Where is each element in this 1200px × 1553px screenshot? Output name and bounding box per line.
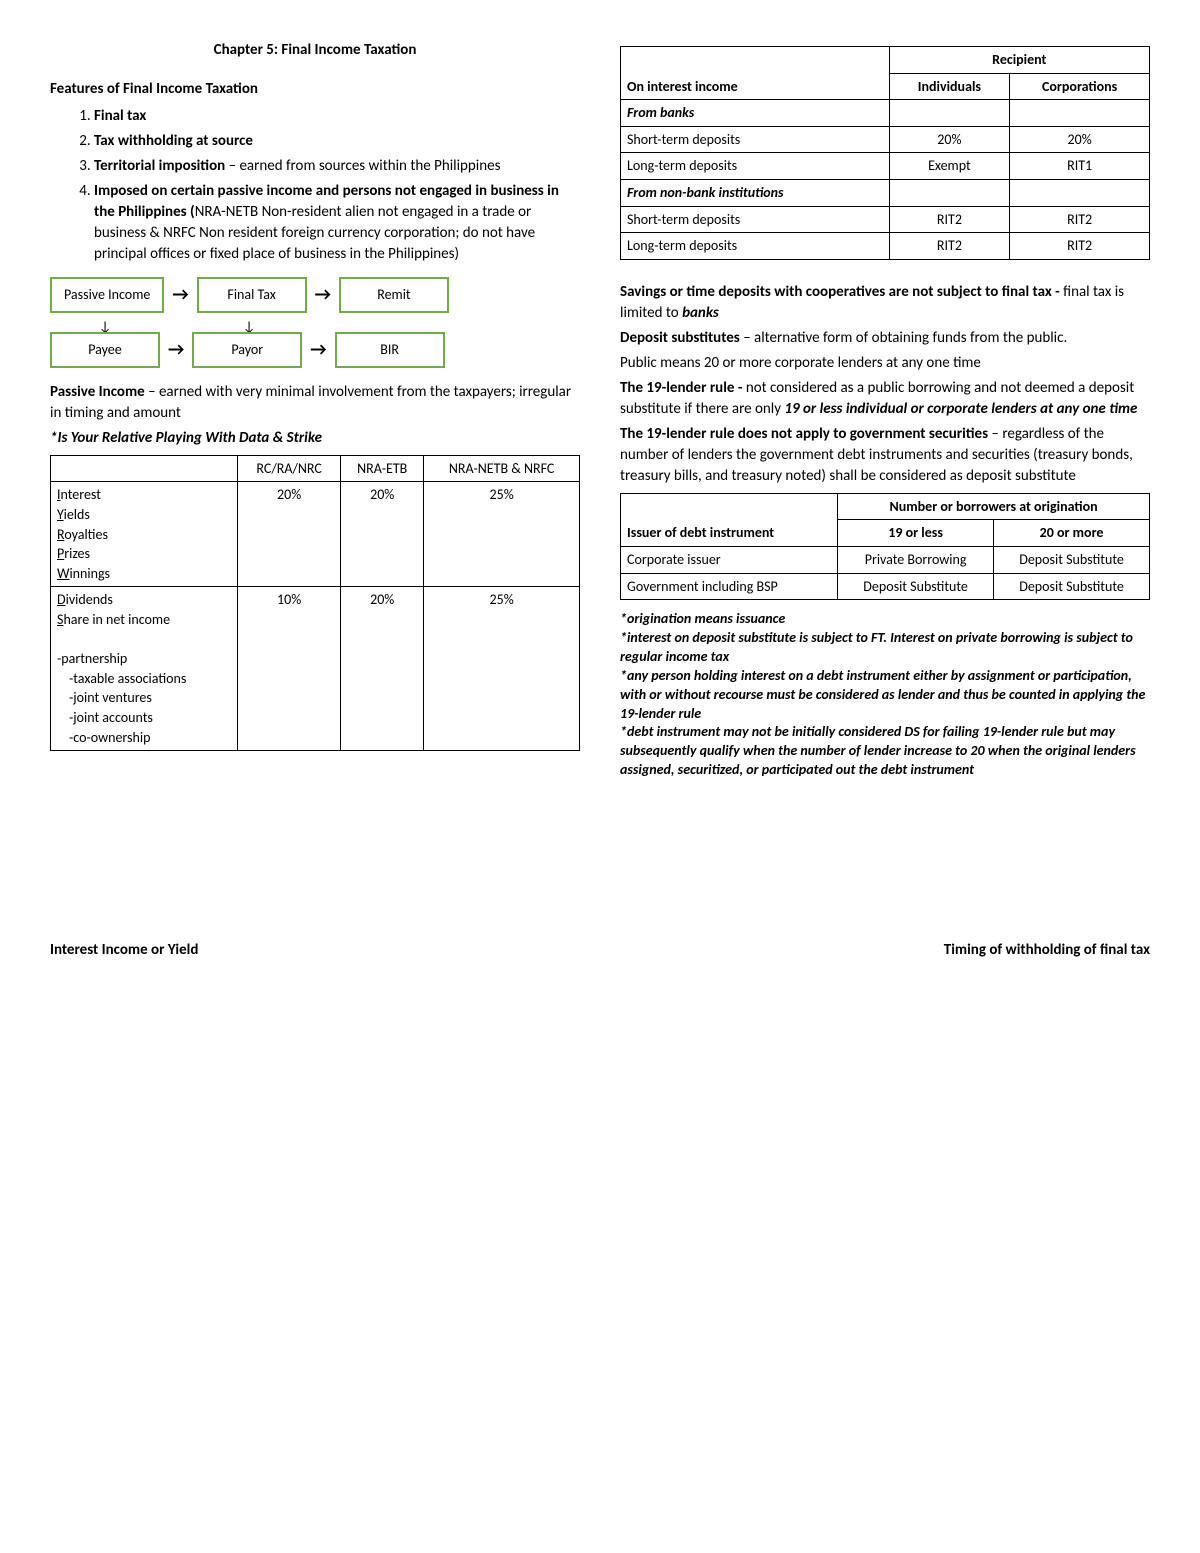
features-list: Final tax Tax withholding at source Terr… [50, 106, 580, 265]
note-19lender-govt: The 19-lender rule does not apply to gov… [620, 424, 1150, 487]
feature-item: Imposed on certain passive income and pe… [94, 181, 580, 265]
feature-item: Tax withholding at source [94, 131, 580, 152]
passive-income-def: Passive Income – earned with very minima… [50, 382, 580, 424]
table-row: Interest Yields Royalties Prizes Winning… [51, 482, 580, 587]
flow-box: BIR [335, 332, 445, 368]
table-row: Long-term depositsExemptRIT1 [621, 153, 1150, 180]
table-row: Government including BSPDeposit Substitu… [621, 573, 1150, 600]
footnote-item: *any person holding interest on a debt i… [620, 667, 1150, 724]
mnemonic: *Is Your Relative Playing With Data & St… [50, 428, 580, 449]
table-row: RC/RA/NRC NRA-ETB NRA-NETB & NRFC [51, 455, 580, 482]
note-public: Public means 20 or more corporate lender… [620, 353, 1150, 374]
chapter-title: Chapter 5: Final Income Taxation [50, 40, 580, 61]
rates-table: RC/RA/NRC NRA-ETB NRA-NETB & NRFC Intere… [50, 455, 580, 751]
table-row: From banks [621, 100, 1150, 127]
flow-box: Payee [50, 332, 160, 368]
footnote-item: *origination means issuance [620, 610, 1150, 629]
arrow-right-icon: → [172, 282, 188, 307]
table-row: Corporate issuerPrivate BorrowingDeposit… [621, 546, 1150, 573]
footnote-item: *debt instrument may not be initially co… [620, 723, 1150, 780]
footnote-item: *interest on deposit substitute is subje… [620, 629, 1150, 667]
flow-box: Passive Income [50, 277, 164, 313]
right-column: On interest income Recipient Individuals… [620, 40, 1150, 780]
table-row: On interest income Recipient [621, 47, 1150, 74]
note-deposit-sub: Deposit substitutes – alternative form o… [620, 328, 1150, 349]
note-savings: Savings or time deposits with cooperativ… [620, 282, 1150, 324]
features-heading: Features of Final Income Taxation [50, 79, 580, 100]
flow-box: Remit [339, 277, 449, 313]
table-row: Issuer of debt instrument Number or borr… [621, 493, 1150, 520]
footer: Interest Income or Yield Timing of withh… [50, 940, 1150, 961]
left-column: Chapter 5: Final Income Taxation Feature… [50, 40, 580, 780]
table-row: Dividends Share in net income -partnersh… [51, 587, 580, 751]
interest-income-table: On interest income Recipient Individuals… [620, 46, 1150, 260]
feature-item: Territorial imposition – earned from sou… [94, 156, 580, 177]
footer-left: Interest Income or Yield [50, 940, 198, 961]
feature-item: Final tax [94, 106, 580, 127]
arrow-right-icon: → [310, 337, 326, 362]
flowchart: Passive Income → Final Tax → Remit ↓ ↓ P… [50, 277, 580, 368]
footer-right: Timing of withholding of final tax [944, 940, 1150, 961]
table-row: Short-term deposits20%20% [621, 126, 1150, 153]
cell-label: Interest Yields Royalties Prizes Winning… [51, 482, 238, 587]
arrow-right-icon: → [168, 337, 184, 362]
flow-box: Final Tax [197, 277, 307, 313]
cell-label: Dividends Share in net income -partnersh… [51, 587, 238, 751]
table-row: From non-bank institutions [621, 179, 1150, 206]
flow-box: Payor [192, 332, 302, 368]
footnotes: *origination means issuance *interest on… [620, 610, 1150, 780]
note-19lender: The 19-lender rule - not considered as a… [620, 378, 1150, 420]
issuer-table: Issuer of debt instrument Number or borr… [620, 493, 1150, 600]
arrow-right-icon: → [315, 282, 331, 307]
table-row: Short-term depositsRIT2RIT2 [621, 206, 1150, 233]
table-row: Long-term depositsRIT2RIT2 [621, 233, 1150, 260]
